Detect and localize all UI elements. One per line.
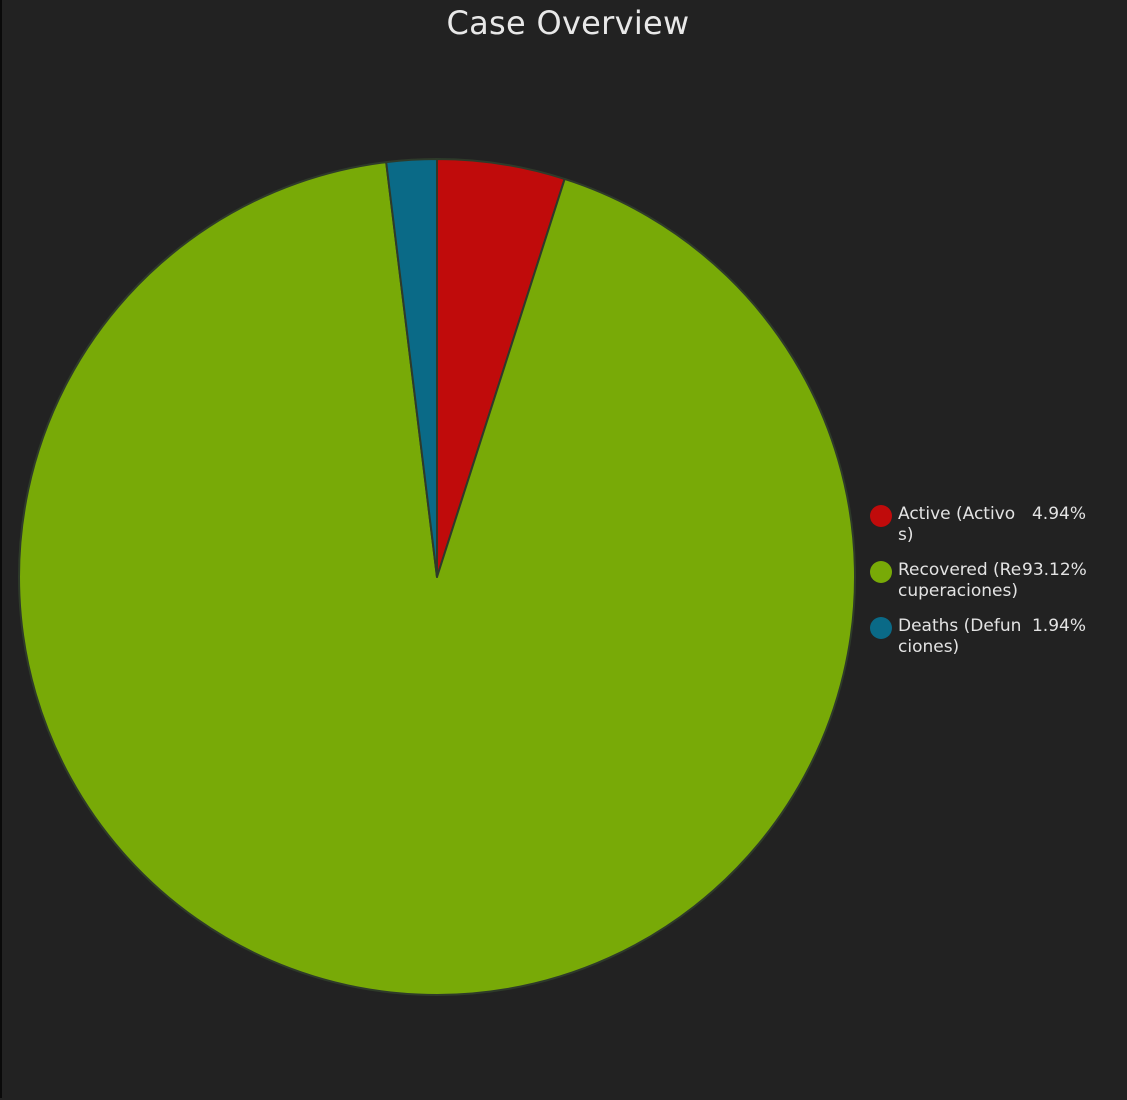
legend-swatch-deaths (870, 617, 892, 639)
legend-value-recovered: 93.12% (1022, 560, 1087, 580)
legend-swatch-recovered (870, 561, 892, 583)
pie-slice-recovered[interactable] (18, 161, 857, 996)
legend-label-deaths: Deaths (Defunciones) (898, 616, 1022, 657)
legend-value-active: 4.94% (1031, 504, 1086, 524)
chart-title: Case Overview (446, 4, 690, 42)
legend-value-deaths: 1.94% (1031, 616, 1086, 636)
legend-item-recovered[interactable]: Recovered (Recuperaciones) 93.12% (870, 560, 1100, 602)
legend-label-active: Active (Activos) (898, 504, 1016, 545)
legend-label-recovered: Recovered (Recuperaciones) (898, 560, 1022, 601)
pie-slice-deaths[interactable] (385, 158, 438, 578)
legend: Active (Activos) 4.94% Recovered (Recupe… (870, 504, 1100, 672)
legend-swatch-active (870, 505, 892, 527)
legend-item-deaths[interactable]: Deaths (Defunciones) 1.94% (870, 616, 1100, 658)
legend-item-active[interactable]: Active (Activos) 4.94% (870, 504, 1100, 546)
